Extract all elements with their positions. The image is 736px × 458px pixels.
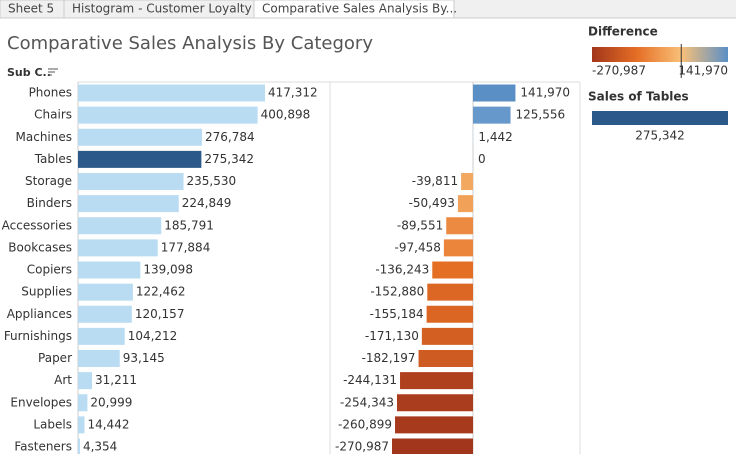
category-label: Copiers bbox=[27, 263, 72, 277]
category-label: Art bbox=[54, 373, 72, 387]
color-legend-max-label: 141,970 bbox=[678, 64, 728, 78]
highlight-legend-swatch bbox=[592, 111, 728, 125]
sales-bar[interactable] bbox=[78, 262, 140, 279]
sales-value-label: 417,312 bbox=[268, 86, 318, 100]
sales-bar[interactable] bbox=[78, 217, 161, 234]
difference-bar[interactable] bbox=[432, 262, 473, 279]
category-label: Accessories bbox=[2, 218, 72, 232]
sales-bar[interactable] bbox=[78, 85, 265, 102]
difference-bar[interactable] bbox=[422, 328, 473, 345]
difference-value-label: -260,899 bbox=[338, 417, 392, 431]
difference-bar[interactable] bbox=[392, 439, 473, 455]
difference-value-label: -89,551 bbox=[397, 218, 443, 232]
difference-bar[interactable] bbox=[461, 173, 473, 190]
sales-value-label: 31,211 bbox=[95, 373, 137, 387]
category-label: Envelopes bbox=[10, 395, 72, 409]
sales-value-label: 93,145 bbox=[123, 351, 165, 365]
difference-value-label: -50,493 bbox=[409, 196, 455, 210]
difference-bar[interactable] bbox=[473, 85, 515, 102]
sales-value-label: 14,442 bbox=[87, 417, 129, 431]
sales-bar[interactable] bbox=[78, 173, 184, 190]
sales-bar[interactable] bbox=[78, 350, 120, 367]
color-legend-gradient bbox=[592, 47, 728, 62]
sales-value-label: 120,157 bbox=[135, 307, 185, 321]
sales-value-label: 139,098 bbox=[143, 263, 193, 277]
color-legend-min-label: -270,987 bbox=[592, 64, 646, 78]
category-label: Phones bbox=[29, 86, 72, 100]
difference-value-label: 125,556 bbox=[516, 108, 566, 122]
category-label: Furnishings bbox=[4, 329, 72, 343]
category-label: Bookcases bbox=[8, 240, 72, 254]
sales-value-label: 224,849 bbox=[182, 196, 232, 210]
difference-value-label: 0 bbox=[478, 152, 486, 166]
difference-bar[interactable] bbox=[473, 107, 511, 124]
difference-value-label: -97,458 bbox=[395, 240, 441, 254]
difference-bar[interactable] bbox=[427, 306, 473, 323]
difference-value-label: -152,880 bbox=[370, 285, 424, 299]
difference-bar[interactable] bbox=[397, 394, 473, 411]
sales-value-label: 104,212 bbox=[128, 329, 178, 343]
difference-value-label: -171,130 bbox=[365, 329, 419, 343]
difference-bar[interactable] bbox=[419, 350, 473, 367]
difference-value-label: -136,243 bbox=[375, 263, 429, 277]
sales-bar[interactable] bbox=[78, 195, 179, 212]
chart-title: Comparative Sales Analysis By Category bbox=[7, 33, 373, 54]
difference-bar[interactable] bbox=[395, 416, 473, 433]
category-label: Machines bbox=[16, 130, 72, 144]
difference-value-label: -155,184 bbox=[370, 307, 424, 321]
sales-value-label: 400,898 bbox=[261, 108, 311, 122]
sales-bar[interactable] bbox=[78, 439, 80, 455]
tab-label[interactable]: Comparative Sales Analysis By... bbox=[262, 2, 457, 16]
category-label: Supplies bbox=[21, 285, 72, 299]
difference-value-label: 141,970 bbox=[520, 86, 570, 100]
difference-value-label: -39,811 bbox=[412, 174, 458, 188]
category-label: Paper bbox=[38, 351, 72, 365]
tab-label[interactable]: Sheet 5 bbox=[8, 2, 54, 16]
sales-bar[interactable] bbox=[78, 328, 125, 345]
sales-bar[interactable] bbox=[78, 284, 133, 301]
sales-bar[interactable] bbox=[78, 372, 92, 389]
category-label: Binders bbox=[27, 196, 72, 210]
difference-value-label: 1,442 bbox=[478, 130, 512, 144]
difference-value-label: -244,131 bbox=[343, 373, 397, 387]
difference-value-label: -254,343 bbox=[340, 395, 394, 409]
color-legend-title: Difference bbox=[588, 25, 658, 39]
sales-value-label: 235,530 bbox=[187, 174, 237, 188]
difference-bar[interactable] bbox=[444, 239, 473, 256]
sales-value-label: 4,354 bbox=[83, 440, 117, 454]
category-label: Chairs bbox=[34, 108, 72, 122]
sales-value-label: 177,884 bbox=[161, 240, 211, 254]
category-label: Appliances bbox=[7, 307, 72, 321]
difference-bar[interactable] bbox=[427, 284, 473, 301]
sales-value-label: 275,342 bbox=[204, 152, 254, 166]
difference-value-label: -270,987 bbox=[335, 440, 389, 454]
sales-bar[interactable] bbox=[78, 306, 132, 323]
sales-bar[interactable] bbox=[78, 416, 84, 433]
highlight-legend-title: Sales of Tables bbox=[588, 90, 689, 104]
difference-bar[interactable] bbox=[446, 217, 473, 234]
difference-value-label: -182,197 bbox=[362, 351, 416, 365]
highlight-legend-label: 275,342 bbox=[635, 129, 685, 143]
category-label: Fasteners bbox=[14, 440, 72, 454]
category-label: Tables bbox=[34, 152, 72, 166]
sales-value-label: 20,999 bbox=[90, 395, 132, 409]
tab-label[interactable]: Histogram - Customer Loyalty bbox=[72, 2, 252, 16]
sales-bar[interactable] bbox=[78, 129, 202, 146]
sales-value-label: 185,791 bbox=[164, 218, 214, 232]
sales-value-label: 122,462 bbox=[136, 285, 186, 299]
category-label: Storage bbox=[25, 174, 72, 188]
difference-bar[interactable] bbox=[458, 195, 473, 212]
sales-bar[interactable] bbox=[78, 239, 158, 256]
sales-bar[interactable] bbox=[78, 107, 258, 124]
difference-bar[interactable] bbox=[400, 372, 473, 389]
sales-value-label: 276,784 bbox=[205, 130, 255, 144]
y-header: Sub C.. bbox=[7, 66, 51, 79]
category-label: Labels bbox=[33, 417, 72, 431]
sales-bar[interactable] bbox=[78, 151, 201, 168]
sales-bar[interactable] bbox=[78, 394, 87, 411]
